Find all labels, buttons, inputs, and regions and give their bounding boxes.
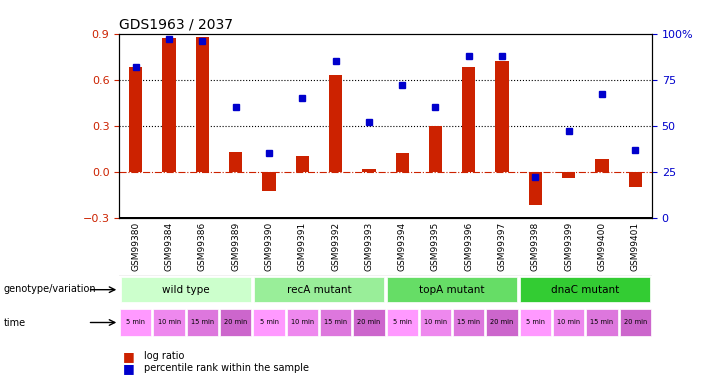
- Text: 10 min: 10 min: [557, 320, 580, 326]
- Bar: [353, 309, 385, 336]
- Text: 5 min: 5 min: [259, 320, 278, 326]
- Text: 15 min: 15 min: [324, 320, 347, 326]
- Bar: [496, 61, 509, 172]
- Bar: [386, 309, 418, 336]
- Bar: [296, 156, 309, 172]
- Bar: [287, 309, 318, 336]
- Bar: [186, 309, 218, 336]
- Bar: [453, 309, 484, 336]
- Bar: [121, 277, 251, 302]
- Text: 20 min: 20 min: [358, 320, 381, 326]
- Text: GSM99395: GSM99395: [431, 222, 440, 272]
- Text: percentile rank within the sample: percentile rank within the sample: [144, 363, 308, 373]
- Text: log ratio: log ratio: [144, 351, 184, 361]
- Bar: [420, 309, 451, 336]
- Text: GSM99390: GSM99390: [264, 222, 273, 272]
- Text: 15 min: 15 min: [191, 320, 214, 326]
- Text: wild type: wild type: [162, 285, 210, 295]
- Text: GSM99393: GSM99393: [365, 222, 374, 272]
- Text: 20 min: 20 min: [491, 320, 514, 326]
- Bar: [529, 172, 542, 205]
- Bar: [429, 126, 442, 172]
- Text: time: time: [4, 318, 26, 327]
- Bar: [329, 75, 342, 172]
- Bar: [519, 309, 551, 336]
- Bar: [595, 159, 608, 172]
- Bar: [120, 309, 151, 336]
- Bar: [562, 172, 576, 178]
- Text: GSM99397: GSM99397: [498, 222, 507, 272]
- Text: 15 min: 15 min: [590, 320, 613, 326]
- Text: genotype/variation: genotype/variation: [4, 285, 96, 294]
- Text: 10 min: 10 min: [291, 320, 314, 326]
- Text: topA mutant: topA mutant: [419, 285, 485, 295]
- Text: GSM99399: GSM99399: [564, 222, 573, 272]
- Bar: [163, 38, 176, 172]
- Text: GSM99400: GSM99400: [597, 222, 606, 271]
- Bar: [253, 309, 285, 336]
- Text: ■: ■: [123, 350, 135, 363]
- Text: GSM99392: GSM99392: [331, 222, 340, 271]
- Bar: [462, 68, 475, 172]
- Bar: [629, 172, 642, 187]
- Bar: [486, 309, 518, 336]
- Text: GSM99380: GSM99380: [131, 222, 140, 272]
- Text: GSM99401: GSM99401: [631, 222, 640, 271]
- Bar: [154, 309, 185, 336]
- Text: GSM99398: GSM99398: [531, 222, 540, 272]
- Text: GSM99396: GSM99396: [464, 222, 473, 272]
- Bar: [262, 172, 275, 192]
- Text: 20 min: 20 min: [624, 320, 647, 326]
- Text: 10 min: 10 min: [424, 320, 447, 326]
- Text: 5 min: 5 min: [126, 320, 145, 326]
- Bar: [395, 153, 409, 172]
- Text: 5 min: 5 min: [526, 320, 545, 326]
- Bar: [387, 277, 517, 302]
- Text: 10 min: 10 min: [158, 320, 181, 326]
- Text: recA mutant: recA mutant: [287, 285, 351, 295]
- Bar: [129, 68, 142, 172]
- Bar: [229, 152, 243, 172]
- Text: GSM99391: GSM99391: [298, 222, 307, 272]
- Text: GSM99394: GSM99394: [397, 222, 407, 271]
- Bar: [520, 277, 651, 302]
- Text: 20 min: 20 min: [224, 320, 247, 326]
- Bar: [553, 309, 585, 336]
- Bar: [362, 168, 376, 172]
- Text: dnaC mutant: dnaC mutant: [551, 285, 620, 295]
- Text: GDS1963 / 2037: GDS1963 / 2037: [119, 17, 233, 31]
- Bar: [620, 309, 651, 336]
- Bar: [320, 309, 351, 336]
- Text: 5 min: 5 min: [393, 320, 411, 326]
- Text: GSM99386: GSM99386: [198, 222, 207, 272]
- Bar: [196, 37, 209, 172]
- Text: GSM99384: GSM99384: [165, 222, 174, 271]
- Text: ■: ■: [123, 362, 135, 375]
- Bar: [220, 309, 252, 336]
- Bar: [254, 277, 384, 302]
- Text: 15 min: 15 min: [457, 320, 480, 326]
- Text: GSM99389: GSM99389: [231, 222, 240, 272]
- Bar: [586, 309, 618, 336]
